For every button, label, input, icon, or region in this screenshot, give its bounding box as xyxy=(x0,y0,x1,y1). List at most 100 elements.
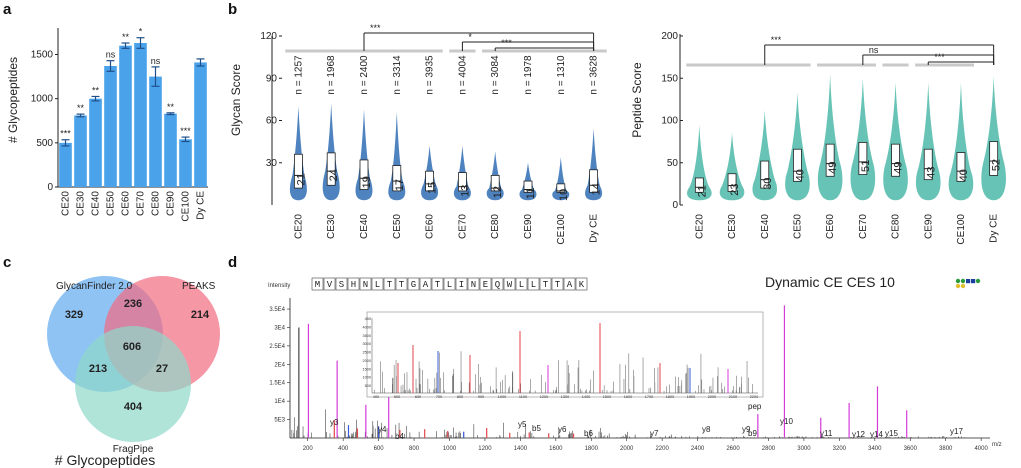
violin-category-label: CE80 xyxy=(891,214,902,239)
bar-category-label: CE90 xyxy=(166,191,177,216)
inset-ytick-label: 3000 xyxy=(363,342,371,346)
violin-category-label: CE40 xyxy=(359,214,370,239)
spectrum-xtick-label: 2400 xyxy=(691,446,705,452)
venn-label-peaks: PEAKS xyxy=(182,281,216,292)
violin-box xyxy=(392,165,402,192)
violin-median-label: 13 xyxy=(459,185,471,197)
inset-xtick-label: 800 xyxy=(457,395,463,399)
bar-ytick-label: 1000 xyxy=(31,94,54,105)
violin-category-label: CE90 xyxy=(923,214,934,239)
bar-category-label: CE50 xyxy=(106,191,117,216)
violin-median-label: 52 xyxy=(991,159,1003,171)
spectrum-title: Dynamic CE CES 10 xyxy=(765,274,895,290)
bar-ytick-label: 1500 xyxy=(31,50,54,61)
sequence-box xyxy=(311,277,324,291)
violin-median-label: 14 xyxy=(591,183,603,195)
sequence-residue: K xyxy=(579,280,585,290)
spectrum-xtick-label: 1000 xyxy=(443,446,457,452)
inset-ytick-label: 2000 xyxy=(363,359,371,363)
sequence-box xyxy=(347,277,360,291)
venn-region-f-only: 404 xyxy=(124,401,143,413)
ion-label: y15 xyxy=(885,429,898,438)
bar-significance: ns xyxy=(151,56,161,66)
ion-label: y14 xyxy=(870,430,883,439)
venn-label-fragpipe: FragPipe xyxy=(113,444,154,455)
sequence-residue: N xyxy=(471,280,476,290)
spectrum-xtick-label: 3000 xyxy=(797,446,811,452)
violin-category-label: CE50 xyxy=(792,214,803,239)
inset-ytick-label: 450 xyxy=(365,317,371,321)
sequence-box xyxy=(515,277,528,291)
violin-n-label: n = 1978 xyxy=(523,55,534,95)
violin-median-label: 43 xyxy=(925,167,937,179)
sequence-box xyxy=(551,277,564,291)
violin-n-label: n = 3935 xyxy=(425,55,436,95)
sig-bracket-label: *** xyxy=(934,52,945,62)
inset-xtick-label: 2000 xyxy=(708,395,716,399)
violin-box xyxy=(989,141,999,176)
spectrum-xlabel: m/z xyxy=(992,442,1002,448)
inset-xtick-label: 1500 xyxy=(603,395,611,399)
inset-xtick-label: 1100 xyxy=(519,395,527,399)
spectrum-xtick-label: 1400 xyxy=(514,446,528,452)
sequence-residue: M xyxy=(315,280,320,290)
spectrum-xtick-label: 800 xyxy=(409,446,420,452)
inset-ytick-label: 4000 xyxy=(363,325,371,329)
violin-ytick-label: 50 xyxy=(667,158,679,169)
violin-median-label: 21 xyxy=(295,173,307,185)
violin-box xyxy=(858,142,868,175)
spectrum-xtick-label: 400 xyxy=(338,446,349,452)
sequence-residue: T xyxy=(543,280,549,290)
violin-median-label: 19 xyxy=(361,176,373,188)
violin xyxy=(719,132,745,201)
bar-category-label: CE20 xyxy=(61,191,72,216)
bar-significance: *** xyxy=(60,129,71,139)
violin-ytick-label: 60 xyxy=(266,116,278,127)
spectrum-ytick-label: 3.5E4 xyxy=(269,307,285,313)
panel-label-c: c xyxy=(3,254,11,271)
violin xyxy=(948,82,974,201)
violin-category-label: CE50 xyxy=(392,214,403,239)
spectrum-ytick-label: 1.5E4 xyxy=(269,381,285,387)
inset-xtick-label: 1800 xyxy=(666,395,674,399)
violin-median-label: 12 xyxy=(492,186,504,198)
violin-n-label: n = 1257 xyxy=(293,55,304,95)
spectrum-xtick-label: 200 xyxy=(303,446,314,452)
sequence-box xyxy=(467,277,480,291)
bar-category-label: CE80 xyxy=(151,191,162,216)
violin xyxy=(981,76,1006,201)
sequence-residue: A xyxy=(423,280,429,290)
panel-label-a: a xyxy=(3,1,12,18)
spectrum-xtick-label: 2600 xyxy=(726,446,740,452)
bar-category-label: CE30 xyxy=(76,191,87,216)
bar-significance: ns xyxy=(106,50,116,60)
violin-box xyxy=(956,152,966,182)
spectrum-ytick-label: 2E4 xyxy=(274,362,285,368)
bar-category-label: CE100 xyxy=(181,191,192,222)
sequence-residue: T xyxy=(387,280,393,290)
violin-category-label: CE60 xyxy=(425,214,436,239)
sig-bracket-label: *** xyxy=(771,35,782,45)
sequence-box xyxy=(419,277,432,291)
violin-median-label: 49 xyxy=(893,161,905,173)
inset-xtick-label: 500 xyxy=(394,395,400,399)
violin-category-label: Dy CE xyxy=(989,214,1000,243)
ion-label: b6 xyxy=(584,429,593,438)
peptide-ylabel: Peptide Score xyxy=(630,62,644,138)
violin xyxy=(322,103,340,201)
bar-significance: ** xyxy=(77,103,85,113)
bar-significance: * xyxy=(139,27,143,37)
violin-box xyxy=(727,173,737,192)
sequence-residue: G xyxy=(411,280,416,290)
violin xyxy=(785,92,810,201)
bar-chart-ylabel: # Glycopeptides xyxy=(6,57,20,143)
sequence-residue: H xyxy=(351,280,356,290)
violin-category-label: CE60 xyxy=(825,214,836,239)
bar xyxy=(194,62,207,188)
spectrum-xtick-label: 2000 xyxy=(620,446,634,452)
sequence-box xyxy=(539,277,552,291)
violin-box xyxy=(523,180,533,193)
bar xyxy=(134,43,147,188)
inset-ytick-label: 2500 xyxy=(363,351,371,355)
